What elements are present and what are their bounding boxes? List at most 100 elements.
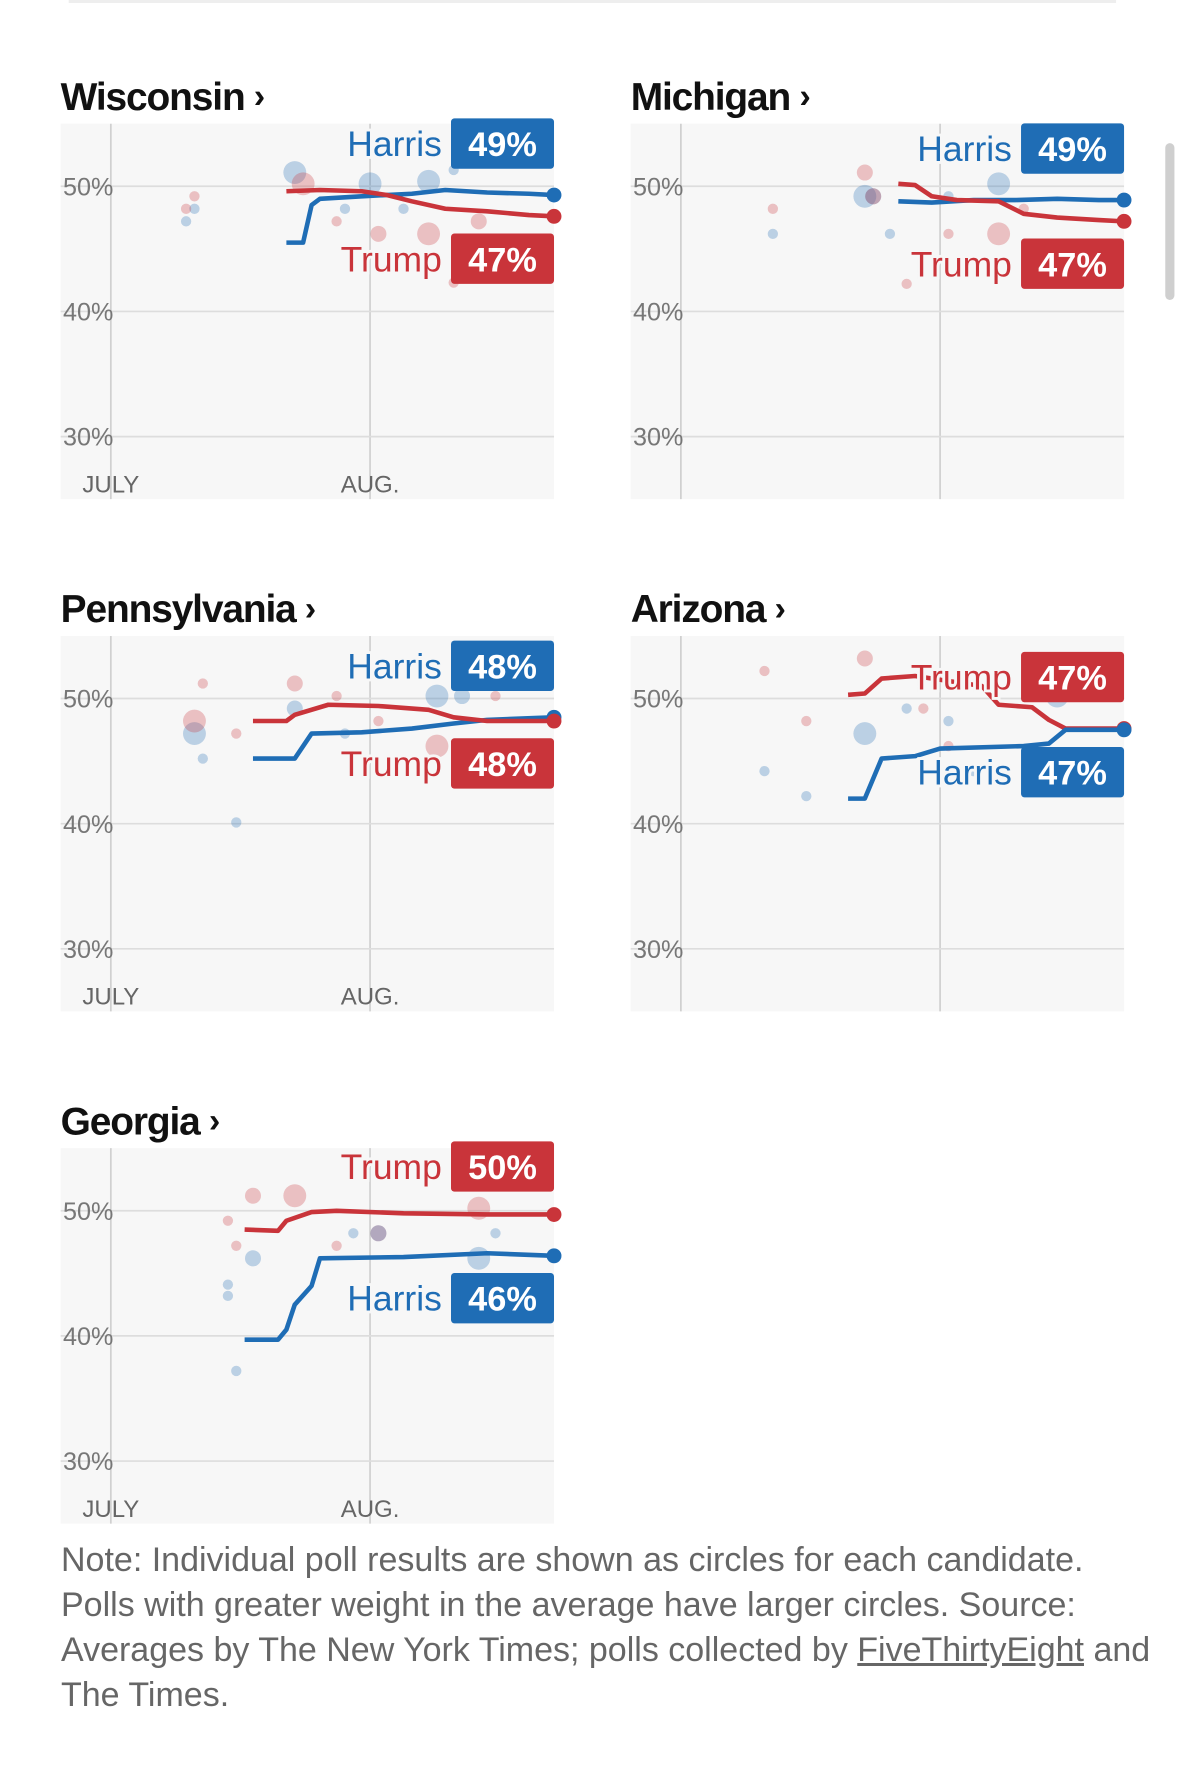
title-chevron: › — [305, 590, 316, 628]
poll-dot — [968, 765, 979, 777]
poll-dot — [197, 753, 208, 764]
poll-dot — [467, 1246, 491, 1270]
poll-dot — [231, 817, 242, 828]
poll-dot — [183, 709, 206, 733]
y-tick-label: 50% — [63, 686, 113, 714]
chart-title: Michigan — [631, 76, 790, 119]
average-line — [847, 673, 1125, 731]
average-line — [898, 181, 1125, 224]
poll-dot — [918, 703, 929, 714]
y-tick-label: 30% — [63, 936, 113, 964]
poll-dot — [853, 722, 877, 746]
poll-dot — [222, 1215, 234, 1226]
poll-dot — [759, 765, 770, 777]
end-label: 50% — [468, 1149, 537, 1187]
poll-dot — [856, 650, 873, 667]
end-dot — [546, 208, 562, 224]
x-tick-label: AUG. — [341, 471, 400, 498]
average-line — [898, 196, 1125, 205]
y-tick-label: 30% — [633, 424, 683, 452]
poll-dot — [339, 203, 351, 214]
poll-dot — [490, 1228, 501, 1239]
poll-dot — [884, 228, 896, 239]
note-text: and The Times. — [61, 1631, 1151, 1714]
x-tick-label: JULY — [82, 984, 139, 1011]
label-box — [1021, 238, 1125, 289]
poll-dot — [244, 1250, 262, 1267]
label-box — [450, 233, 555, 284]
poll-dot — [183, 722, 206, 746]
poll-dot — [767, 203, 779, 214]
note-link[interactable]: FiveThirtyEight — [857, 1631, 1084, 1669]
y-tick-label: 30% — [633, 936, 683, 964]
y-tick-label: 50% — [63, 1198, 113, 1226]
x-tick-label: AUG. — [341, 1496, 400, 1523]
end-dot — [1116, 192, 1132, 208]
end-label: 47% — [1038, 660, 1107, 698]
poll-dot — [331, 216, 342, 227]
x-tick-label: AUG. — [341, 984, 400, 1011]
poll-dot — [331, 1240, 342, 1251]
label-box — [450, 1141, 555, 1192]
poll-dot — [283, 1184, 307, 1208]
poll-dot — [856, 164, 873, 181]
label-box — [1021, 651, 1125, 703]
y-tick-label: 40% — [633, 299, 683, 327]
note: Note: Individual poll results are shown … — [61, 1538, 1156, 1718]
label-box — [450, 1272, 555, 1324]
poll-dot — [286, 675, 303, 692]
poll-dot — [180, 203, 192, 214]
scrollbar — [1165, 143, 1175, 300]
average-line — [286, 187, 555, 219]
title-chevron: › — [254, 78, 265, 116]
end-label: 47% — [1038, 246, 1107, 284]
series-name: Trump — [341, 744, 442, 784]
series-name: Harris — [347, 646, 442, 686]
label-box — [450, 738, 555, 789]
y-tick-label: 40% — [63, 811, 113, 839]
end-dot — [1116, 722, 1132, 738]
poll-dot — [231, 1240, 242, 1251]
poll-dot — [370, 1225, 387, 1242]
end-label: 48% — [468, 648, 537, 686]
end-label: 47% — [1038, 755, 1107, 793]
poll-dot — [865, 188, 882, 205]
poll-dot — [454, 688, 471, 705]
poll-dot — [987, 172, 1011, 196]
poll-dot — [801, 715, 812, 727]
poll-dot — [425, 734, 449, 758]
poll-dot — [370, 225, 387, 242]
series-name: Trump — [341, 239, 442, 279]
average-line — [244, 1250, 555, 1342]
end-label: 46% — [468, 1281, 537, 1319]
title-chevron: › — [209, 1102, 220, 1140]
series-name: Trump — [911, 244, 1012, 284]
y-tick-label: 50% — [633, 173, 683, 201]
poll-dot — [943, 228, 954, 239]
poll-dot — [901, 703, 912, 714]
chart-title: Wisconsin — [61, 76, 245, 119]
poll-dot — [197, 678, 208, 689]
end-label: 47% — [468, 241, 537, 279]
note-text: Note: Individual poll results are shown … — [61, 1541, 1084, 1669]
poll-dot — [865, 188, 882, 205]
poll-dot — [901, 278, 912, 290]
average-line — [252, 702, 555, 724]
end-dot — [546, 1207, 562, 1222]
end-label: 49% — [1038, 131, 1107, 169]
end-dot — [1116, 213, 1132, 229]
average-line — [244, 1208, 555, 1234]
poll-dot — [759, 665, 770, 677]
poll-dot — [987, 222, 1011, 246]
series-name: Harris — [917, 129, 1012, 169]
y-tick-label: 40% — [63, 1323, 113, 1351]
poll-dot — [370, 1225, 387, 1242]
label-box — [450, 640, 555, 691]
end-dot — [546, 1248, 562, 1264]
poll-dot — [767, 228, 779, 239]
end-label: 49% — [468, 126, 537, 164]
title-chevron: › — [799, 78, 810, 116]
poll-dot — [222, 1279, 234, 1290]
average-line — [848, 727, 1125, 801]
poll-dot — [801, 790, 812, 802]
